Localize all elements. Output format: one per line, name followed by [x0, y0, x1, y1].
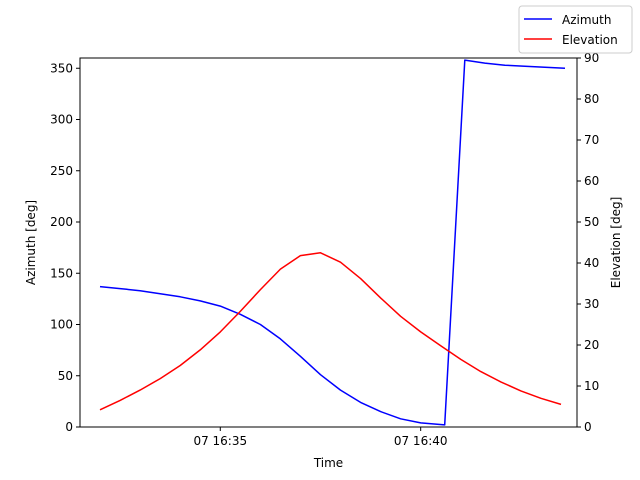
x-tick-label: 07 16:35: [193, 434, 247, 448]
y-axis-right-label: Elevation [deg]: [609, 197, 623, 289]
y-right-tick-label: 90: [584, 51, 599, 65]
y-right-tick-label: 40: [584, 256, 599, 270]
series-line-azimuth: [99, 59, 566, 426]
y-right-tick-label: 50: [584, 215, 599, 229]
y-axis-left-label: Azimuth [deg]: [24, 200, 38, 285]
y-left-tick-label: 50: [58, 369, 73, 383]
legend-frame: [518, 5, 633, 54]
y-left-tick-label: 200: [50, 215, 73, 229]
y-left-tick-label: 0: [65, 420, 73, 434]
y-right-tick-label: 0: [584, 420, 592, 434]
y-left-tick-label: 350: [50, 61, 73, 75]
legend-label-azimuth: Azimuth: [562, 13, 611, 27]
series-line-elevation: [99, 252, 562, 411]
y-right-tick-label: 30: [584, 297, 599, 311]
x-axis: 07 16:35 07 16:40: [193, 427, 448, 448]
y-right-tick-label: 10: [584, 379, 599, 393]
y-right-tick-label: 70: [584, 133, 599, 147]
y-axis-right: 0 10 20 30 40 50 60 70 80 90: [577, 51, 599, 434]
y-left-tick-label: 100: [50, 318, 73, 332]
legend-label-elevation: Elevation: [562, 33, 618, 47]
y-axis-left: 0 50 100 150 200 250 300 350: [50, 61, 80, 434]
plot-lines: [99, 59, 566, 426]
x-axis-label: Time: [313, 456, 343, 470]
y-left-tick-label: 250: [50, 164, 73, 178]
plot-frame: [79, 57, 578, 428]
y-left-tick-label: 150: [50, 266, 73, 280]
y-right-tick-label: 60: [584, 174, 599, 188]
y-left-tick-label: 300: [50, 113, 73, 127]
y-right-tick-label: 20: [584, 338, 599, 352]
y-right-tick-label: 80: [584, 92, 599, 106]
legend: Azimuth Elevation: [518, 5, 633, 54]
x-tick-label: 07 16:40: [394, 434, 448, 448]
